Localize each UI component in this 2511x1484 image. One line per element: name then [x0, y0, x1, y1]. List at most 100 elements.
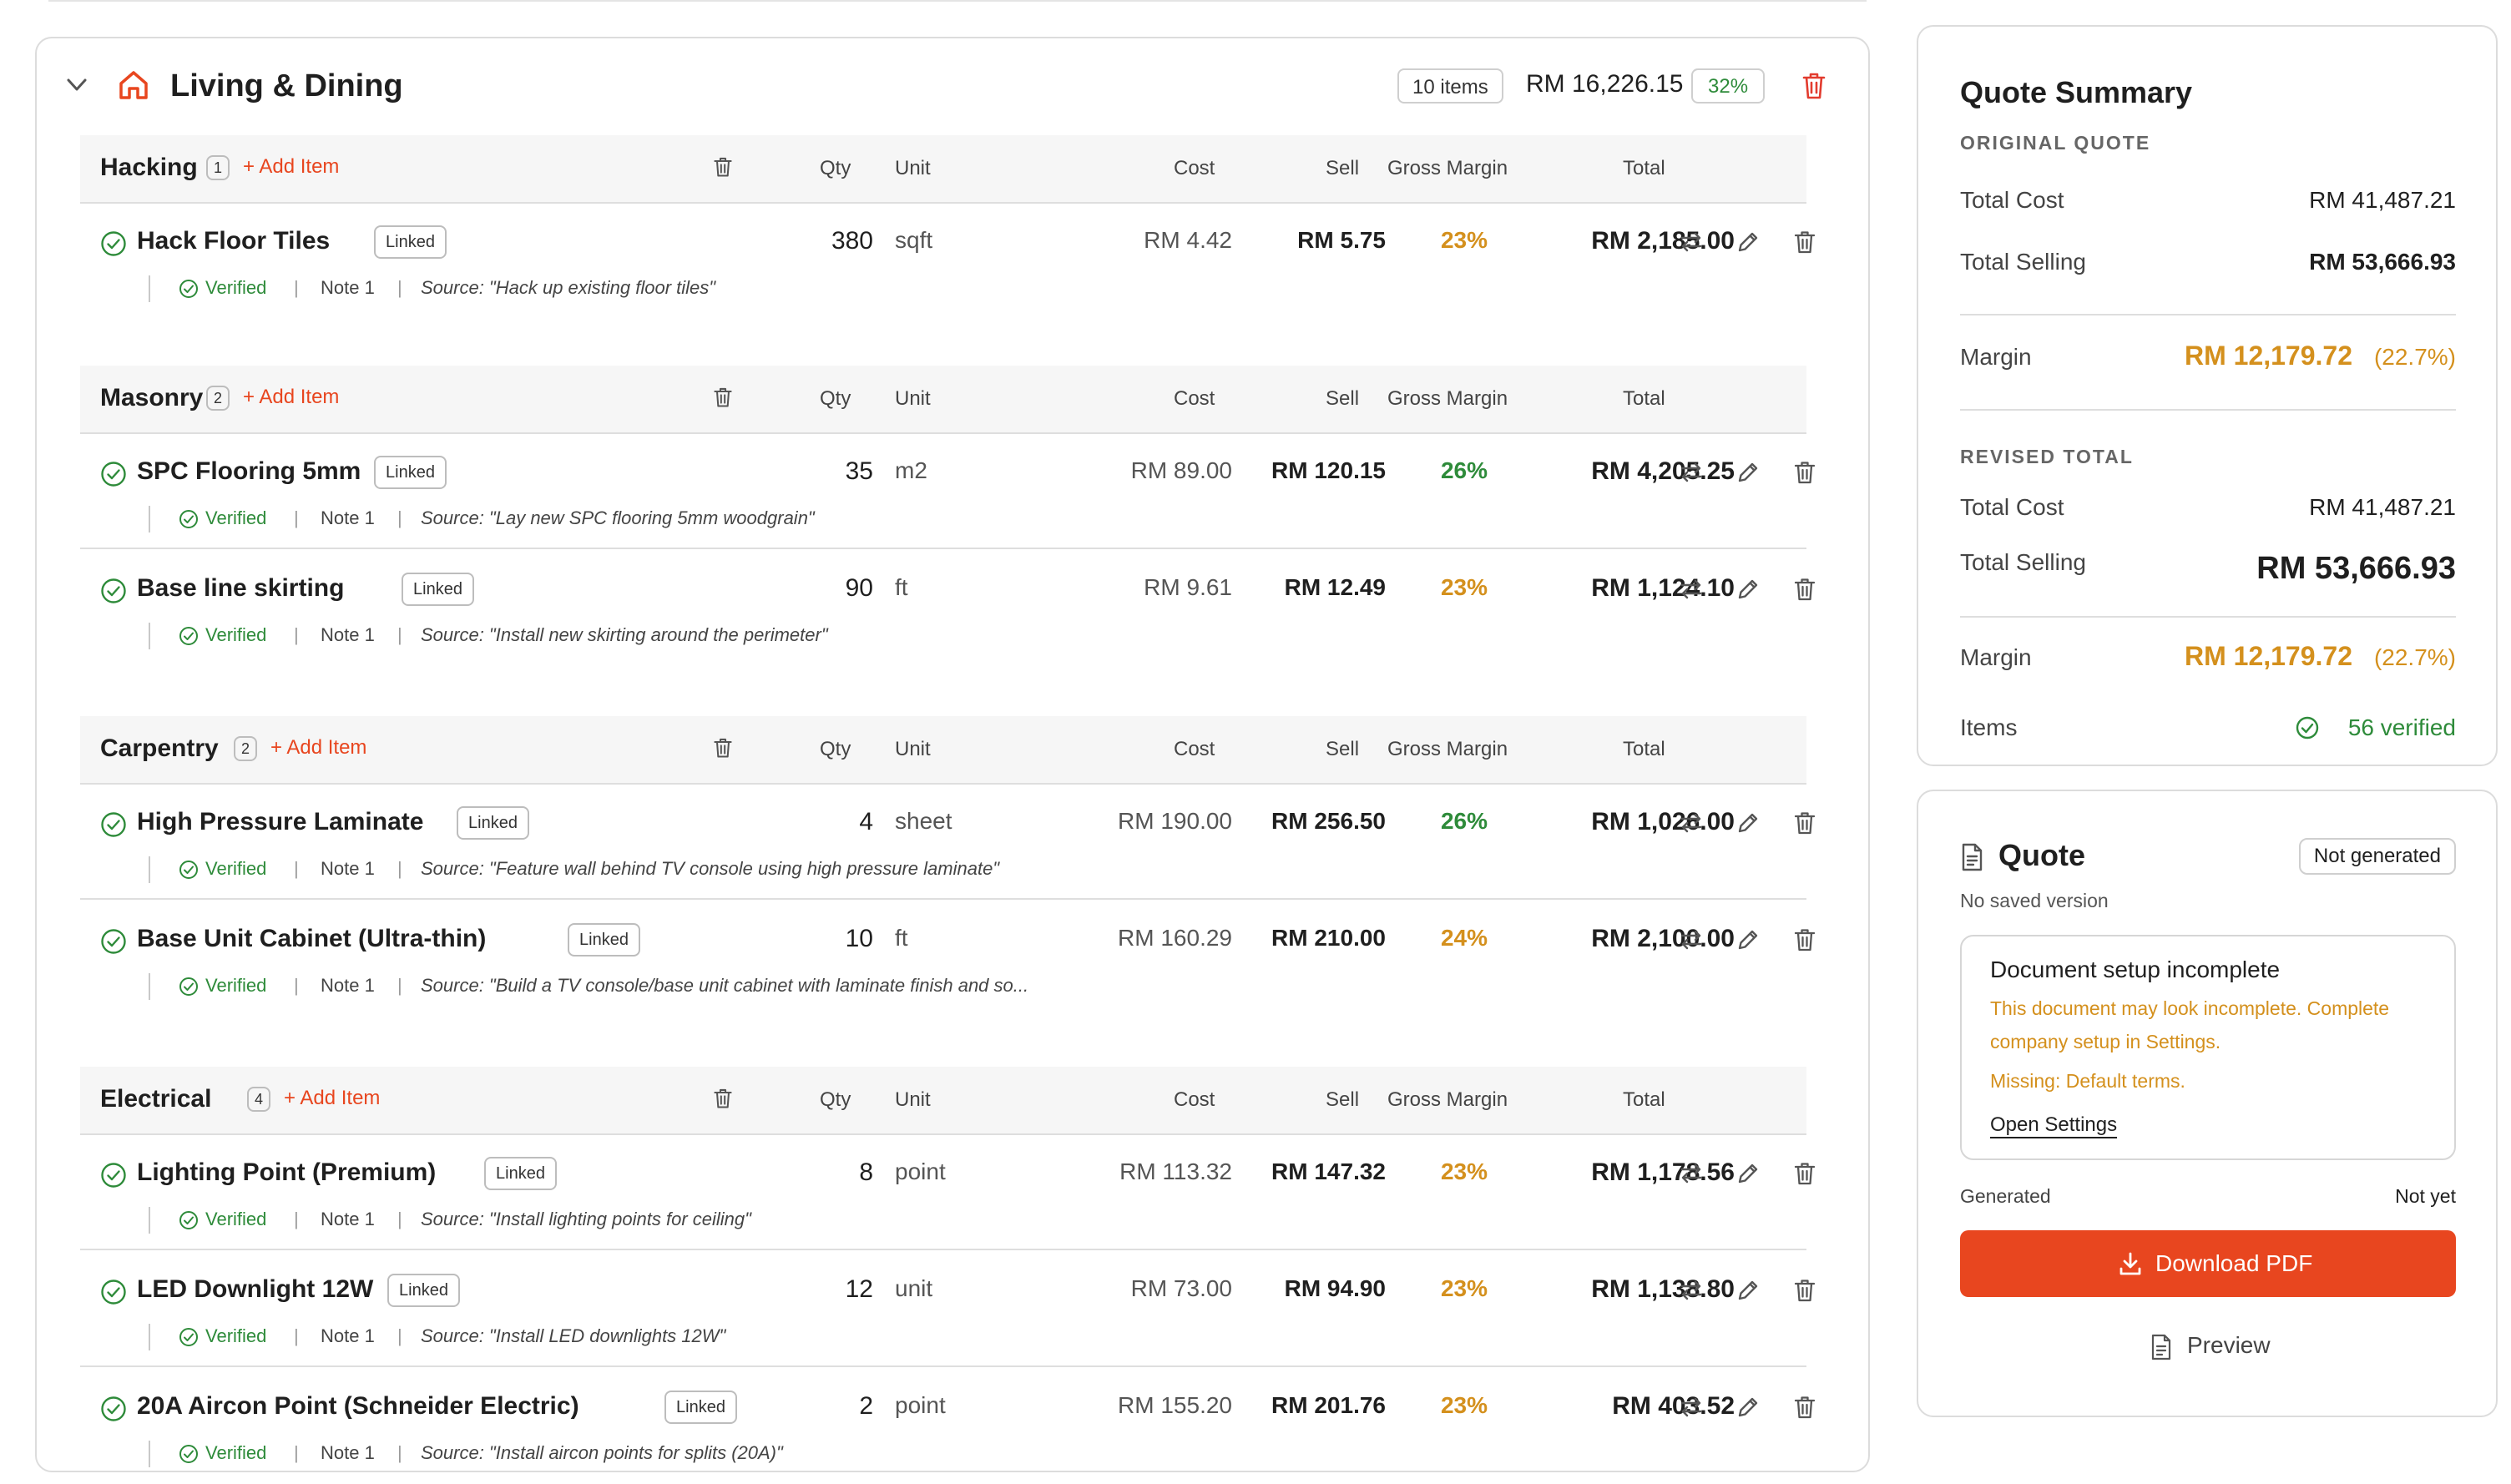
- note-label[interactable]: Note 1: [321, 277, 375, 298]
- trash-icon[interactable]: [1791, 810, 1818, 836]
- swap-icon[interactable]: [1678, 926, 1705, 953]
- trash-icon[interactable]: [1791, 1394, 1818, 1421]
- verified-label: Verified: [205, 277, 267, 298]
- edit-icon[interactable]: [1735, 1277, 1761, 1304]
- swap-icon[interactable]: [1678, 229, 1705, 255]
- revised-total-cost-label: Total Cost: [1960, 494, 2064, 520]
- swap-icon[interactable]: [1678, 576, 1705, 603]
- check-circle-icon: [179, 627, 198, 645]
- edit-icon[interactable]: [1735, 229, 1761, 255]
- item-cost: RM 73.00: [1130, 1275, 1232, 1301]
- col-total-header: Total: [1623, 387, 1665, 410]
- item-unit: point: [895, 1158, 946, 1184]
- col-gross-margin-header: Gross Margin: [1387, 1088, 1508, 1111]
- revised-margin-amount: RM 12,179.72: [2184, 641, 2352, 671]
- item-gross-margin: 24%: [1440, 925, 1488, 951]
- trash-icon[interactable]: [1791, 576, 1818, 603]
- meta-divider: [149, 623, 150, 649]
- item-qty[interactable]: 380: [831, 227, 873, 255]
- note-label[interactable]: Note 1: [321, 507, 375, 528]
- item-qty[interactable]: 12: [845, 1275, 873, 1303]
- quote-card: Quote Not generated No saved version Doc…: [1917, 790, 2498, 1417]
- revised-total-selling-label: Total Selling: [1960, 549, 2086, 575]
- check-circle-icon: [101, 929, 126, 954]
- swap-icon[interactable]: [1678, 810, 1705, 836]
- add-item-button[interactable]: + Add Item: [243, 386, 340, 408]
- edit-icon[interactable]: [1735, 1160, 1761, 1187]
- trash-icon[interactable]: [711, 734, 735, 761]
- section-header: Living & Dining 10 items RM 16,226.15 32…: [37, 38, 1868, 132]
- category-count-badge: 4: [247, 1087, 270, 1112]
- trash-icon[interactable]: [1791, 926, 1818, 953]
- item-sell: RM 120.15: [1271, 457, 1386, 483]
- note-label[interactable]: Note 1: [321, 624, 375, 645]
- trash-icon[interactable]: [711, 154, 735, 180]
- add-item-button[interactable]: + Add Item: [270, 736, 367, 759]
- swap-icon[interactable]: [1678, 1277, 1705, 1304]
- swap-icon[interactable]: [1678, 459, 1705, 486]
- item-qty[interactable]: 35: [845, 457, 873, 485]
- edit-icon[interactable]: [1735, 810, 1761, 836]
- edit-icon[interactable]: [1735, 459, 1761, 486]
- table-row: High Pressure Laminate Linked 4 sheet RM 190…: [80, 783, 1816, 900]
- chevron-down-icon[interactable]: [65, 75, 88, 95]
- check-circle-icon: [101, 1396, 126, 1421]
- open-settings-link[interactable]: Open Settings: [1990, 1113, 2118, 1138]
- note-label[interactable]: Note 1: [321, 1325, 375, 1346]
- linked-badge: Linked: [374, 456, 447, 489]
- trash-icon[interactable]: [1791, 229, 1818, 255]
- verified-label: Verified: [205, 1442, 267, 1463]
- table-row: Base line skirting Linked 90 ft RM 9.61 RM 12…: [80, 549, 1816, 664]
- item-sell: RM 256.50: [1271, 808, 1386, 834]
- item-qty[interactable]: 8: [859, 1158, 873, 1186]
- divider: [1960, 409, 2456, 411]
- revised-total-selling-value: RM 53,666.93: [2256, 551, 2456, 586]
- download-pdf-button[interactable]: Download PDF: [1960, 1230, 2456, 1297]
- summary-title: Quote Summary: [1960, 75, 2193, 109]
- swap-icon[interactable]: [1678, 1394, 1705, 1421]
- note-label[interactable]: Note 1: [321, 1209, 375, 1229]
- edit-icon[interactable]: [1735, 1394, 1761, 1421]
- note-label[interactable]: Note 1: [321, 975, 375, 996]
- separator: |: [294, 1442, 299, 1463]
- category-count-badge: 2: [206, 386, 230, 411]
- linked-badge: Linked: [387, 1274, 460, 1307]
- item-cost: RM 155.20: [1118, 1392, 1232, 1418]
- quote-subtitle: No saved version: [1960, 890, 2109, 911]
- top-divider: [48, 0, 1867, 2]
- add-item-button[interactable]: + Add Item: [243, 155, 340, 178]
- linked-badge: Linked: [568, 923, 640, 957]
- item-sell: RM 147.32: [1271, 1158, 1386, 1184]
- note-label[interactable]: Note 1: [321, 1442, 375, 1463]
- swap-icon[interactable]: [1678, 1160, 1705, 1187]
- trash-icon[interactable]: [1791, 1160, 1818, 1187]
- category-header: Carpentry 2 + Add Item Qty Unit Cost Sell Gross…: [80, 716, 1806, 785]
- item-qty[interactable]: 90: [845, 574, 873, 602]
- item-total: RM 2,185.00: [1591, 227, 1735, 255]
- add-item-button[interactable]: + Add Item: [284, 1087, 381, 1109]
- total-cost-label: Total Cost: [1960, 187, 2064, 213]
- item-gross-margin: 23%: [1440, 1392, 1488, 1418]
- trash-icon[interactable]: [1791, 459, 1818, 486]
- table-row: 20A Aircon Point (Schneider Electric) Lin…: [80, 1367, 1816, 1482]
- item-qty[interactable]: 2: [859, 1392, 873, 1420]
- check-circle-icon: [101, 1163, 126, 1188]
- preview-button[interactable]: Preview: [2187, 1332, 2271, 1358]
- category-name: Masonry: [100, 384, 204, 411]
- trash-icon[interactable]: [711, 1085, 735, 1112]
- table-row: LED Downlight 12W Linked 12 unit RM 73.00 RM …: [80, 1250, 1816, 1367]
- check-circle-icon: [101, 812, 126, 837]
- trash-icon[interactable]: [711, 384, 735, 411]
- category-carpentry: Carpentry 2 + Add Item Qty Unit Cost Sell Gross…: [80, 716, 1816, 1017]
- separator: |: [397, 1325, 402, 1346]
- edit-icon[interactable]: [1735, 576, 1761, 603]
- trash-icon[interactable]: [1791, 1277, 1818, 1304]
- item-qty[interactable]: 10: [845, 925, 873, 952]
- note-label[interactable]: Note 1: [321, 858, 375, 879]
- trash-icon[interactable]: [1801, 72, 1826, 100]
- item-qty[interactable]: 4: [859, 808, 873, 835]
- original-quote-heading: ORIGINAL QUOTE: [1960, 132, 2151, 154]
- check-circle-icon: [179, 280, 198, 298]
- edit-icon[interactable]: [1735, 926, 1761, 953]
- item-source: Source: "Install lighting points for cei…: [421, 1209, 751, 1229]
